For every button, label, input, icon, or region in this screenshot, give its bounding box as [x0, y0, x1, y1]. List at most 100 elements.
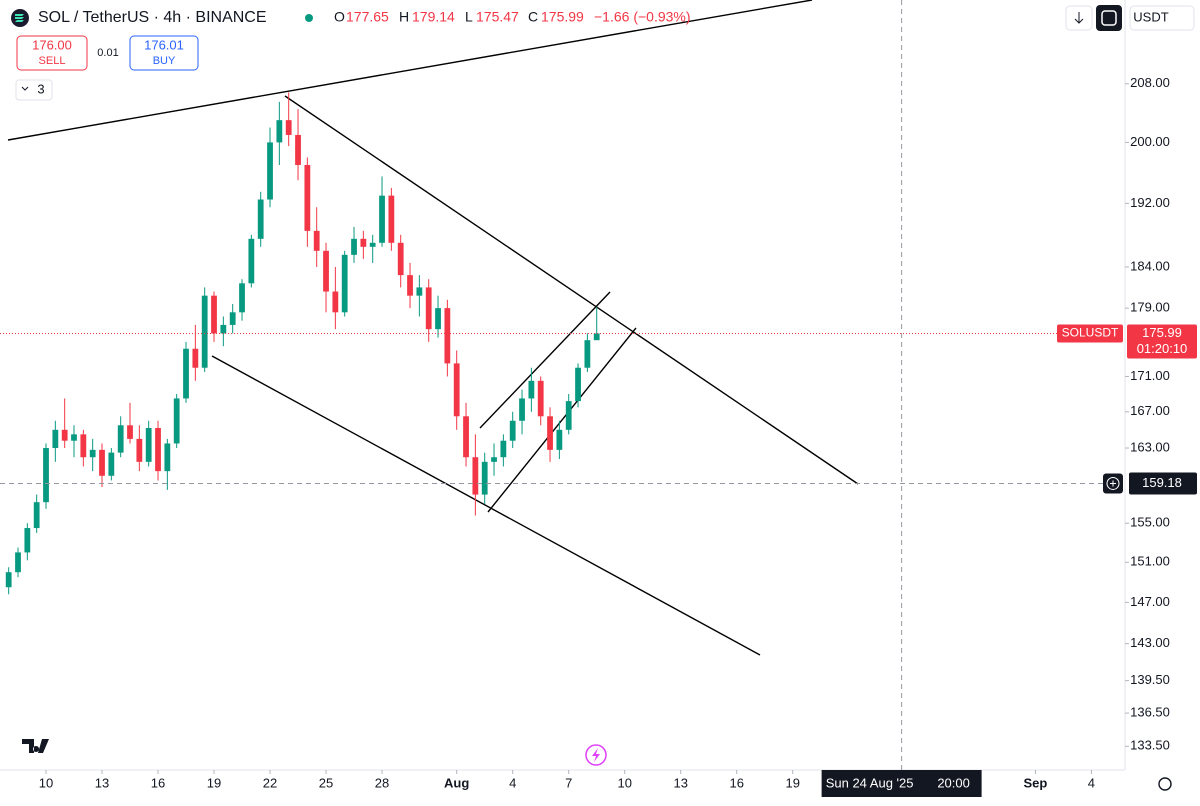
x-tick-label: 16 — [151, 775, 165, 790]
price-tag-value: 175.99 — [1142, 325, 1182, 340]
candle-body — [379, 195, 385, 243]
candle-body — [500, 440, 507, 458]
sell-button[interactable] — [16, 35, 88, 71]
y-tick-label: 184.00 — [1130, 258, 1170, 273]
buy-label: BUY — [153, 55, 176, 67]
buy-price: 176.01 — [144, 37, 184, 52]
sell-price: 176.00 — [32, 37, 72, 52]
candle-body — [332, 291, 339, 313]
currency-button[interactable] — [1129, 5, 1195, 31]
ohlc-value: 177.65 — [346, 9, 389, 25]
candle-body — [341, 254, 348, 313]
candle-body — [575, 367, 581, 402]
candle-body — [369, 242, 376, 247]
spread: 0.01 — [97, 47, 118, 59]
x-tick-label: 19 — [785, 775, 799, 790]
crosshair-price: 159.18 — [1142, 475, 1182, 490]
x-tick-label: 19 — [207, 775, 221, 790]
sell-label: SELL — [39, 55, 66, 67]
crosshair-price-box — [1129, 472, 1197, 495]
indicators-toggle[interactable] — [15, 79, 53, 101]
candle-body — [537, 380, 544, 417]
candle-body — [323, 250, 329, 292]
price-tag — [1127, 324, 1197, 359]
x-tick-label: 25 — [319, 775, 333, 790]
crosshair-clock: 20:00 — [937, 775, 970, 790]
trendline — [7, 0, 813, 141]
y-tick-label: 208.00 — [1130, 75, 1170, 90]
symbol-icon-glyph — [15, 14, 24, 22]
candle-body — [425, 287, 432, 330]
candle-body — [304, 164, 311, 231]
candle-body — [407, 275, 413, 296]
candle-body — [547, 416, 553, 450]
symbol-tag-label: SOLUSDT — [1062, 326, 1119, 340]
candle-body — [509, 420, 516, 441]
candle-body — [220, 324, 227, 334]
candle-body — [108, 452, 115, 476]
trendline — [479, 291, 611, 429]
trendline — [284, 95, 859, 485]
candle-body — [565, 401, 572, 430]
candle-body — [472, 457, 479, 495]
ohlc-key: H — [399, 9, 409, 25]
candle-body — [117, 425, 124, 453]
download-icon — [1074, 12, 1084, 24]
ohlc-value: 175.99 — [541, 9, 584, 25]
ohlc-key: C — [528, 9, 538, 25]
candle-body — [24, 528, 31, 553]
candle-body — [192, 348, 199, 368]
plus-glyph — [1110, 480, 1116, 487]
ohlc-key: L — [465, 9, 473, 25]
x-tick-label: 22 — [263, 775, 277, 790]
candle-body — [229, 312, 236, 325]
x-tick-label: 13 — [95, 775, 109, 790]
tv-logo — [22, 739, 49, 753]
price-change: −1.66 (−0.93%) — [594, 9, 691, 25]
candle-body — [211, 295, 217, 334]
candle-body — [491, 457, 497, 462]
candle-body — [155, 427, 161, 472]
candle-body — [145, 427, 152, 462]
candle-body — [435, 308, 441, 330]
candle-body — [43, 448, 49, 503]
candle-body — [388, 195, 395, 243]
price-tag-countdown: 01:20:10 — [1137, 341, 1188, 356]
settings-icon[interactable] — [1158, 777, 1172, 791]
candle-body — [397, 242, 404, 276]
candle-body — [313, 230, 320, 251]
fullscreen-button[interactable] — [1096, 5, 1122, 31]
chevron — [21, 86, 29, 91]
candle-body — [276, 120, 283, 143]
candle-body — [519, 398, 525, 421]
candle-body — [61, 429, 68, 441]
buy-button[interactable] — [129, 35, 199, 71]
y-tick-label: 200.00 — [1130, 134, 1170, 149]
candle-body — [556, 429, 563, 450]
candle-body — [257, 199, 264, 239]
x-tick-label: 28 — [375, 775, 389, 790]
candle-body — [416, 287, 423, 296]
x-tick-label: Aug — [444, 775, 469, 790]
trendlines — [7, 0, 859, 656]
y-tick-label: 133.50 — [1130, 738, 1170, 753]
candle-body — [99, 449, 105, 476]
y-tick-label: 151.00 — [1130, 554, 1170, 569]
candle-body — [295, 134, 301, 165]
candle-body — [33, 502, 40, 529]
candle-body — [89, 449, 96, 458]
candle-body — [15, 552, 21, 573]
ohlc-value: 175.47 — [476, 9, 519, 25]
candle-body — [453, 363, 460, 417]
candle-body — [183, 348, 189, 399]
y-tick-label: 136.50 — [1130, 705, 1170, 720]
candle-body — [71, 434, 77, 441]
x-tick-label: 7 — [565, 775, 572, 790]
y-tick-label: 192.00 — [1130, 195, 1170, 210]
x-tick-label: 13 — [673, 775, 687, 790]
y-tick-label: 147.00 — [1130, 594, 1170, 609]
x-tick-label: Sep — [1023, 775, 1047, 790]
candle-body — [444, 308, 451, 364]
